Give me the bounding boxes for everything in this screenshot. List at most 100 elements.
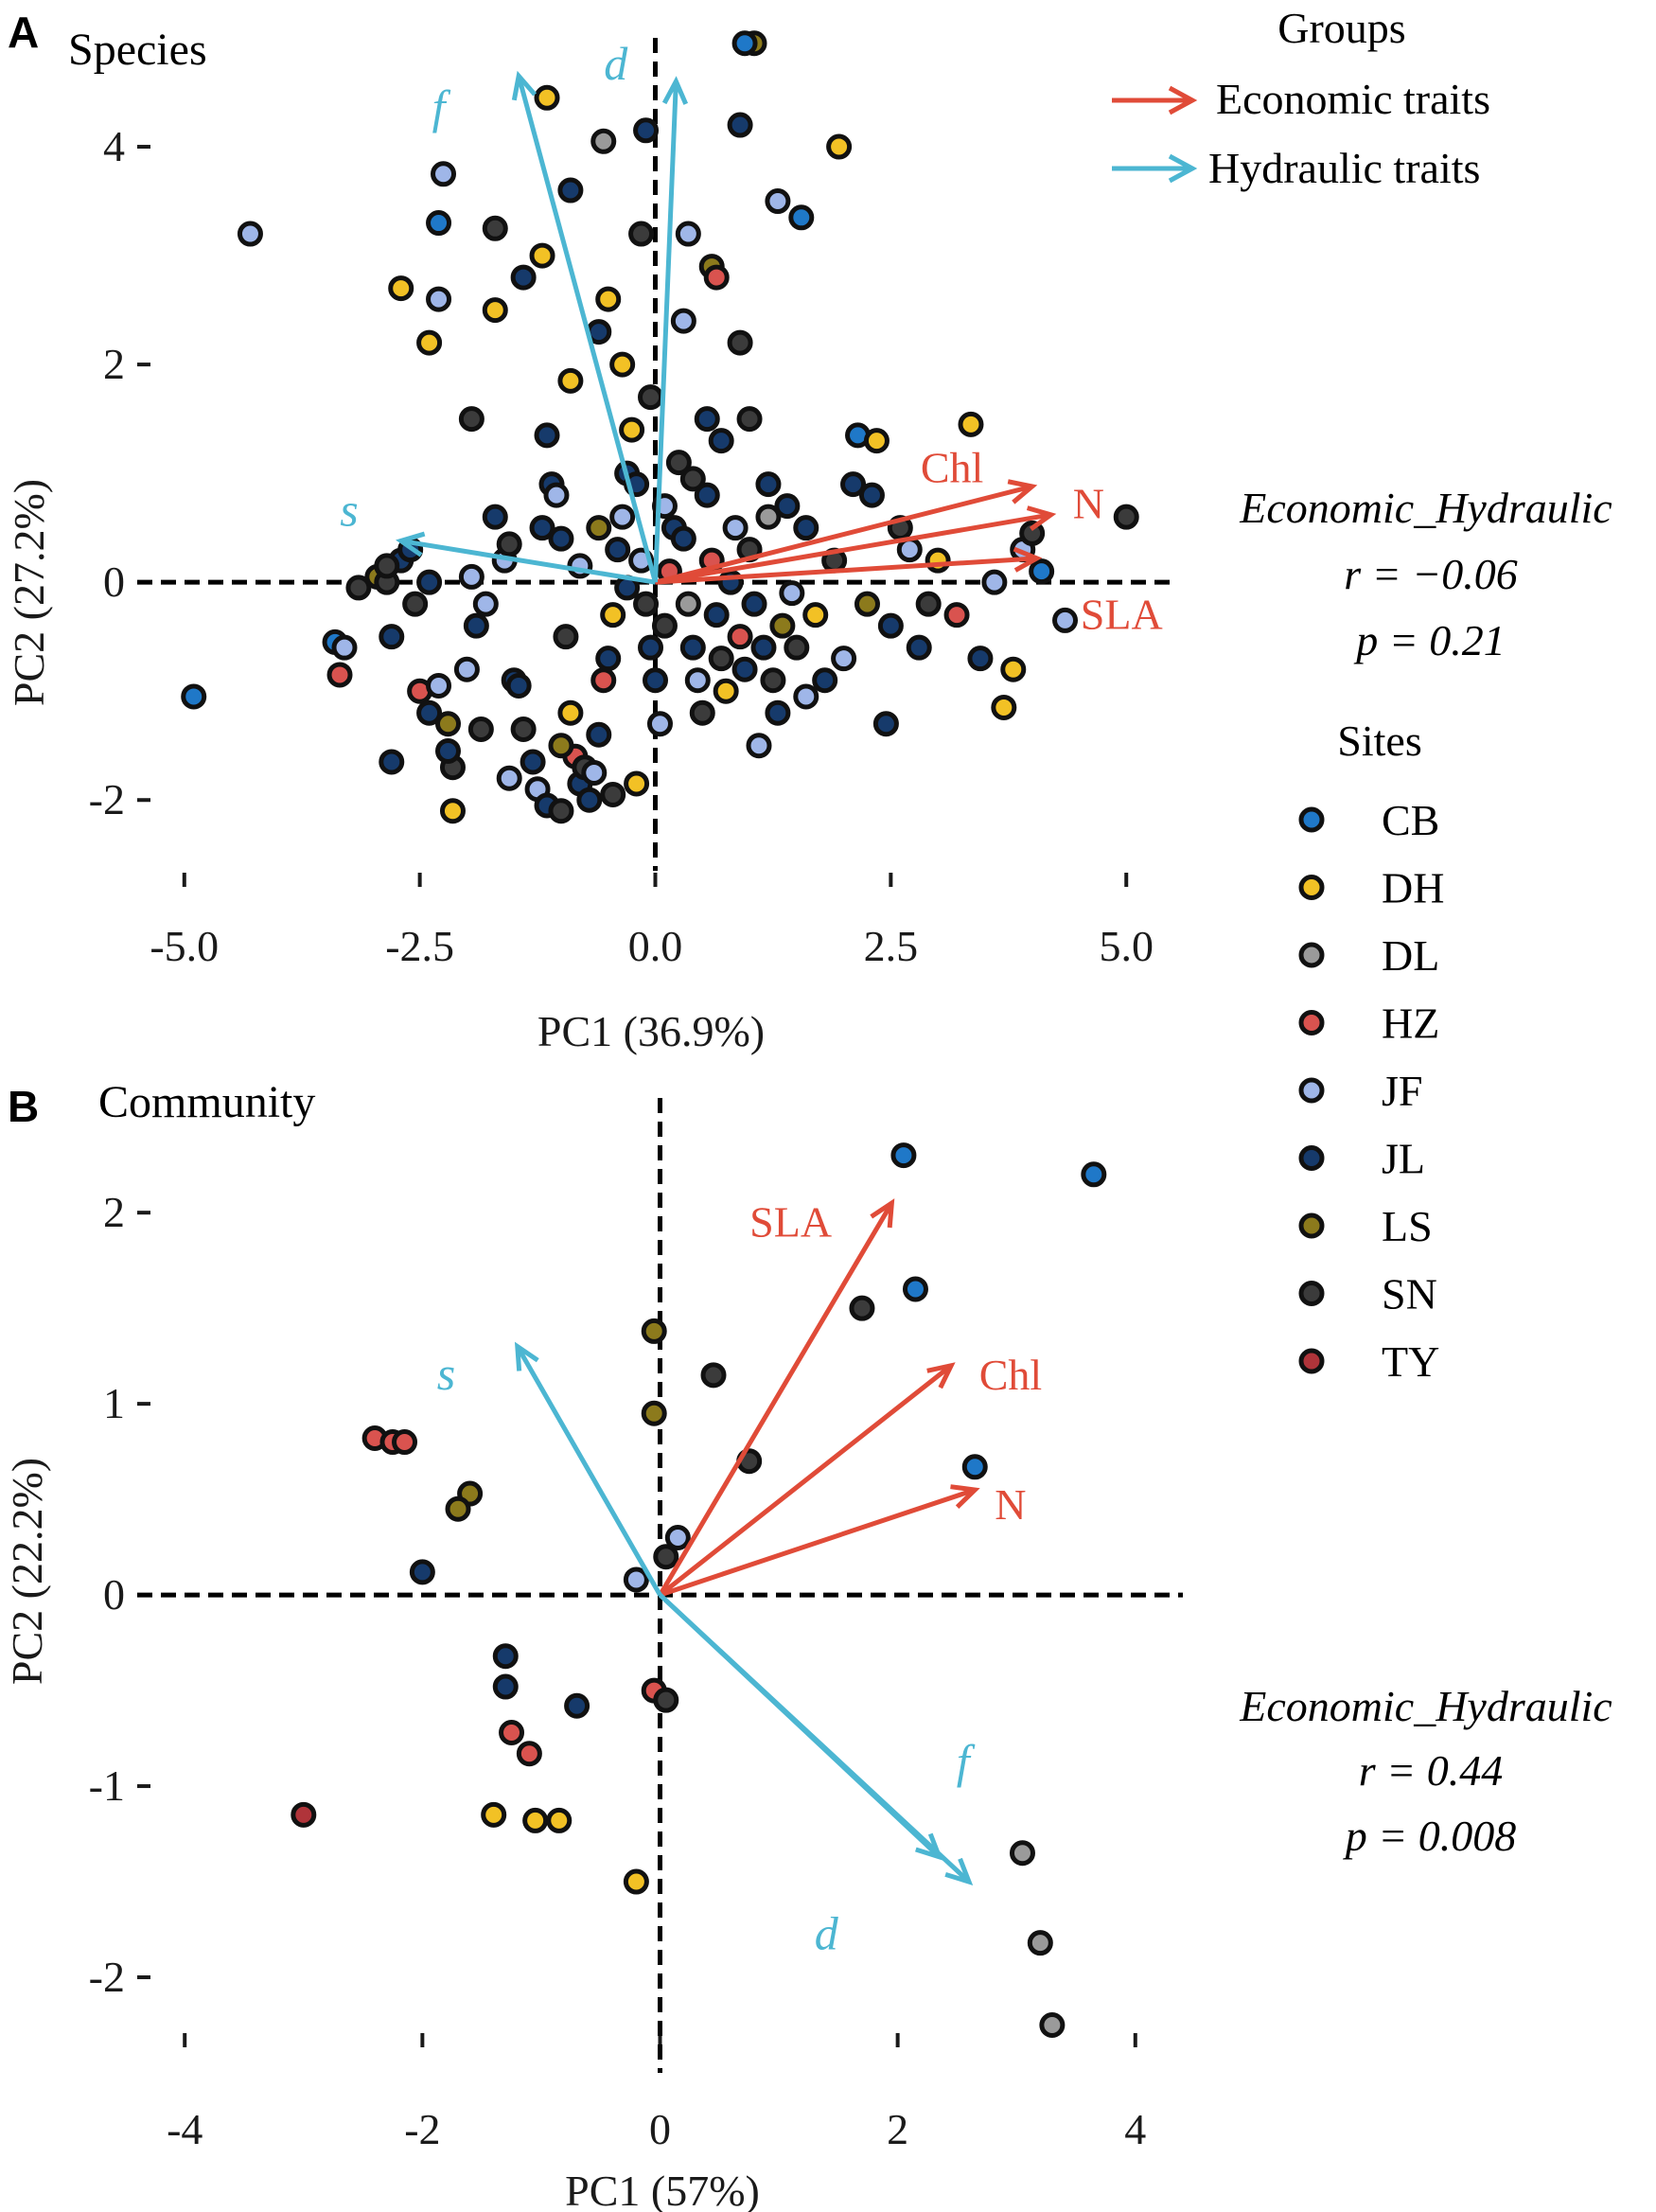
panel-a-point-ls [854, 591, 880, 617]
panel-b-arrow-head-n [950, 1484, 980, 1509]
panel-a-point-sn [679, 466, 706, 492]
panel-a-point-sn [760, 667, 786, 694]
panel-a-point-jl [727, 112, 753, 138]
panel-a-arrow-label-sla: SLA [1081, 591, 1163, 639]
panel-a-point-jl [679, 634, 706, 661]
panel-b-point-dh [481, 1801, 507, 1828]
sites-legend-label-cb: CB [1382, 796, 1439, 844]
panel-b-y-tick-label: 2 [103, 1188, 125, 1236]
panel-a-arrow-chl [654, 484, 1033, 585]
panel-a-point-jl [765, 699, 791, 726]
panel-b-plot-area: -4 -2 0 2 4 -2 -1 0 1 2 SLA Chl Ns f d [89, 1098, 1183, 2153]
panel-b-letter: B [8, 1082, 39, 1131]
panel-b: B Community -4 -2 0 2 4 -2 -1 0 1 2 SLA Chl Ns f d PC1… [3, 1077, 1183, 2212]
panel-b-stats-r: r = 0.44 [1359, 1746, 1503, 1795]
panel-a-point-cb [426, 210, 452, 237]
panel-a-x-axis-label: PC1 (36.9%) [537, 1007, 765, 1055]
panel-b-title: Community [98, 1077, 315, 1127]
panel-a-point-jl [638, 634, 664, 661]
panel-a-point-dh [609, 351, 636, 378]
panel-a-point-jl [731, 656, 758, 682]
panel-a-point-jl [774, 493, 801, 520]
panel-a-point-sn [727, 329, 753, 356]
panel-b-point-sn [849, 1295, 875, 1321]
panel-a-point-jl [755, 471, 782, 498]
groups-legend: Groups Economic traits Hydraulic traits [1112, 4, 1490, 192]
panel-a-point-dh [619, 416, 645, 443]
panel-a-point-jl [379, 624, 405, 650]
sites-legend-label-sn: SN [1382, 1270, 1437, 1318]
panel-a-point-jl [520, 749, 546, 775]
panel-a-point-ls [548, 733, 574, 759]
panel-b-y-tick-label: -1 [89, 1761, 125, 1810]
panel-a-plot-area: -5.0 -2.5 0.0 2.5 5.0 -2 0 2 4 Chl N SLA s f d [89, 30, 1173, 970]
panel-a-point-jl [670, 525, 696, 552]
legend-hydraulic-arrow-head [1168, 153, 1198, 184]
panel-a-arrow-f [516, 75, 658, 583]
panel-a-point-jl [967, 646, 994, 672]
panel-a-point-dl [590, 128, 617, 154]
panel-b-point-ty [291, 1801, 317, 1828]
panel-a-point-jf [831, 646, 857, 672]
sites-legend-label-hz: HZ [1382, 1000, 1439, 1048]
panel-b-x-tick-label: 0 [649, 2105, 671, 2153]
panel-b-point-jl [564, 1692, 590, 1719]
panel-a-arrow-label-n: N [1073, 479, 1104, 527]
panel-a-point-jf [237, 221, 263, 247]
panel-b-point-dl [1009, 1840, 1035, 1867]
panel-a-point-jf [581, 759, 608, 786]
panel-b-point-dl [1027, 1930, 1053, 1956]
panel-a-point-jl [416, 569, 443, 595]
panel-a-point-sn [482, 215, 508, 241]
panel-b-arrow-head-sla [870, 1198, 895, 1229]
panel-a-point-ls [435, 711, 461, 737]
panel-a-point-dh [416, 329, 443, 356]
panel-a-point-jf [426, 286, 452, 312]
panel-a-point-dh [863, 428, 890, 454]
panel-a-point-dh [802, 602, 829, 628]
sites-legend-title: Sites [1337, 717, 1421, 765]
panel-a-point-jf [670, 308, 696, 334]
panel-a-stats-r: r = −0.06 [1344, 550, 1517, 598]
panel-b-arrow-n [659, 1487, 977, 1598]
sites-legend-label-dh: DH [1382, 864, 1444, 912]
panel-a-point-jl [505, 672, 532, 699]
panel-b-point-ls [641, 1400, 667, 1426]
panel-b-arrow-s [515, 1345, 662, 1597]
panel-a-point-sn [510, 716, 537, 742]
panel-a-point-sn [600, 781, 626, 807]
panel-b-point-ls [445, 1495, 471, 1522]
panel-a-point-jl [548, 525, 574, 552]
panel-a-y-tick-label: -2 [89, 775, 125, 823]
panel-b-point-ls [641, 1318, 667, 1344]
panel-a-point-jf [609, 504, 636, 530]
panel-a-arrow-d [653, 80, 678, 583]
panel-a-point-jf [779, 580, 805, 607]
panel-b-arrow-head-d [944, 1857, 974, 1885]
panel-a-point-jf [1052, 607, 1079, 633]
panel-a-point-jl [416, 699, 443, 726]
panel-a-point-jl [694, 482, 720, 508]
panel-a-point-sn [784, 634, 810, 661]
panel-b-x-axis-label: PC1 (57%) [565, 2167, 760, 2212]
panel-b-arrow-d [658, 1593, 971, 1884]
panel-a-point-sn [374, 553, 400, 579]
panel-a-point-jl [435, 737, 461, 764]
panel-a-point-jl [840, 471, 867, 498]
panel-a-point-sn [345, 575, 372, 601]
sites-legend-key-jf [1298, 1077, 1325, 1104]
panel-b-x-tick-label: -2 [404, 2105, 440, 2153]
panel-a-point-jf [646, 711, 673, 737]
panel-a-point-sn [736, 406, 763, 433]
panel-b-point-cb [890, 1142, 917, 1169]
panel-a-point-sn [458, 406, 484, 433]
panel-b-point-jf [623, 1566, 649, 1593]
panel-a-point-jf [765, 188, 791, 215]
panel-a-point-sn [496, 531, 522, 557]
sites-legend-label-ty: TY [1382, 1337, 1439, 1386]
panel-a-stats: Economic_Hydraulic r = −0.06 p = 0.21 [1239, 484, 1612, 664]
groups-legend-title: Groups [1277, 4, 1405, 52]
panel-b-stats: Economic_Hydraulic r = 0.44 p = 0.008 [1239, 1682, 1612, 1860]
panel-a-point-sn [708, 646, 734, 672]
